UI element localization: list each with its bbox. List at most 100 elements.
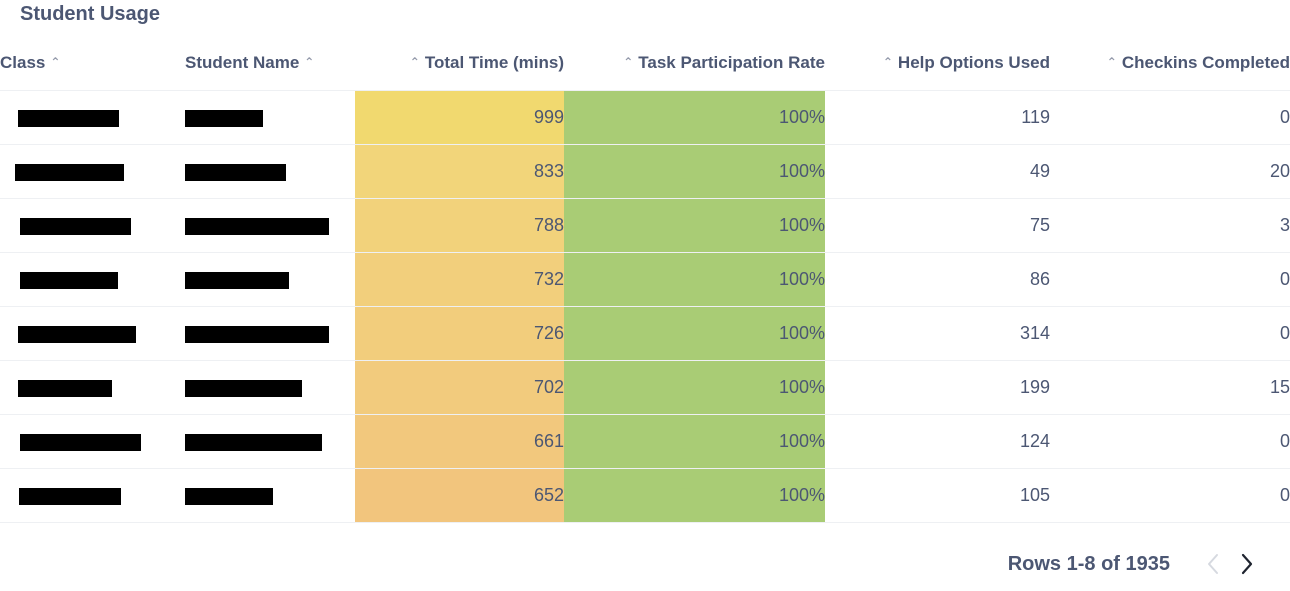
help-options-cell: 75 <box>825 198 1050 253</box>
student-name-cell <box>185 360 355 415</box>
redacted-block <box>185 487 273 505</box>
table-row: 788 100% 75 3 <box>0 198 1290 253</box>
next-page-button[interactable] <box>1236 551 1258 577</box>
help-options-cell: 119 <box>825 90 1050 145</box>
redacted-block <box>20 271 118 289</box>
student-name-cell <box>185 198 355 253</box>
student-name-cell <box>185 252 355 307</box>
task-participation-cell: 100% <box>564 468 825 523</box>
class-cell <box>0 468 185 523</box>
table-row: 702 100% 199 15 <box>0 360 1290 415</box>
redacted-block <box>185 433 322 451</box>
redacted-block <box>20 217 131 235</box>
class-cell <box>0 90 185 145</box>
checkins-cell: 3 <box>1050 198 1290 253</box>
total-time-cell: 726 <box>355 306 564 361</box>
checkins-cell: 0 <box>1050 414 1290 469</box>
total-time-cell: 999 <box>355 90 564 145</box>
column-header-label: Class <box>0 53 46 72</box>
student-name-cell <box>185 90 355 145</box>
total-time-cell: 732 <box>355 252 564 307</box>
help-options-cell: 199 <box>825 360 1050 415</box>
task-participation-cell: 100% <box>564 144 825 199</box>
total-time-cell: 661 <box>355 414 564 469</box>
task-participation-cell: 100% <box>564 198 825 253</box>
task-participation-cell: 100% <box>564 90 825 145</box>
checkins-cell: 0 <box>1050 252 1290 307</box>
task-participation-cell: 100% <box>564 252 825 307</box>
column-header-class[interactable]: Class ⌃ <box>0 36 185 91</box>
column-header-total-time[interactable]: ⌃ Total Time (mins) <box>355 36 564 91</box>
card-title: Student Usage <box>20 3 161 25</box>
class-cell <box>0 144 185 199</box>
total-time-cell: 788 <box>355 198 564 253</box>
redacted-block <box>185 325 329 343</box>
student-name-cell <box>185 306 355 361</box>
redacted-block <box>185 271 289 289</box>
column-header-label: Total Time (mins) <box>424 53 564 72</box>
pagination: Rows 1-8 of 1935 <box>1008 548 1258 580</box>
redacted-block <box>185 217 329 235</box>
chevron-left-icon <box>1208 554 1218 574</box>
student-name-cell <box>185 414 355 469</box>
task-participation-cell: 100% <box>564 306 825 361</box>
table-header-row: Class ⌃ Student Name ⌃ ⌃ Total Time (mins) … <box>0 36 1290 91</box>
column-header-label: Student Name <box>185 53 300 72</box>
sort-arrow-icon: ⌃ <box>409 55 420 69</box>
class-cell <box>0 198 185 253</box>
column-header-student-name[interactable]: Student Name ⌃ <box>185 36 355 91</box>
sort-arrow-icon: ⌃ <box>623 55 634 69</box>
redacted-block <box>19 487 121 505</box>
task-participation-cell: 100% <box>564 360 825 415</box>
student-usage-table: Class ⌃ Student Name ⌃ ⌃ Total Time (mins) … <box>0 36 1290 523</box>
class-cell <box>0 306 185 361</box>
column-header-task-participation-rate[interactable]: ⌃ Task Participation Rate <box>564 36 825 91</box>
total-time-cell: 702 <box>355 360 564 415</box>
column-header-label: Checkins Completed <box>1121 53 1290 72</box>
total-time-cell: 652 <box>355 468 564 523</box>
column-header-label: Help Options Used <box>897 53 1050 72</box>
redacted-block <box>185 379 302 397</box>
checkins-cell: 15 <box>1050 360 1290 415</box>
column-header-checkins-completed[interactable]: ⌃ Checkins Completed <box>1050 36 1290 91</box>
student-name-cell <box>185 144 355 199</box>
help-options-cell: 314 <box>825 306 1050 361</box>
chevron-right-icon <box>1241 553 1253 575</box>
previous-page-button[interactable] <box>1202 551 1224 577</box>
redacted-block <box>185 109 263 127</box>
help-options-cell: 49 <box>825 144 1050 199</box>
checkins-cell: 0 <box>1050 306 1290 361</box>
help-options-cell: 86 <box>825 252 1050 307</box>
redacted-block <box>185 163 286 181</box>
sort-arrow-icon: ⌃ <box>50 55 61 69</box>
redacted-block <box>18 325 136 343</box>
table-row: 833 100% 49 20 <box>0 144 1290 199</box>
column-header-help-options-used[interactable]: ⌃ Help Options Used <box>825 36 1050 91</box>
checkins-cell: 20 <box>1050 144 1290 199</box>
redacted-block <box>20 433 141 451</box>
student-name-cell <box>185 468 355 523</box>
redacted-block <box>18 379 112 397</box>
pagination-label: Rows 1-8 of 1935 <box>1007 552 1170 575</box>
table-row: 726 100% 314 0 <box>0 306 1290 361</box>
class-cell <box>0 360 185 415</box>
sort-arrow-icon: ⌃ <box>1106 55 1117 69</box>
table-row: 661 100% 124 0 <box>0 414 1290 469</box>
sort-arrow-icon: ⌃ <box>304 55 315 69</box>
help-options-cell: 105 <box>825 468 1050 523</box>
class-cell <box>0 252 185 307</box>
column-header-label: Task Participation Rate <box>638 53 825 72</box>
table-row: 732 100% 86 0 <box>0 252 1290 307</box>
table-row: 652 100% 105 0 <box>0 468 1290 523</box>
class-cell <box>0 414 185 469</box>
table-row: 999 100% 119 0 <box>0 90 1290 145</box>
help-options-cell: 124 <box>825 414 1050 469</box>
total-time-cell: 833 <box>355 144 564 199</box>
redacted-block <box>18 109 119 127</box>
checkins-cell: 0 <box>1050 468 1290 523</box>
task-participation-cell: 100% <box>564 414 825 469</box>
checkins-cell: 0 <box>1050 90 1290 145</box>
redacted-block <box>15 163 124 181</box>
sort-arrow-icon: ⌃ <box>882 55 893 69</box>
